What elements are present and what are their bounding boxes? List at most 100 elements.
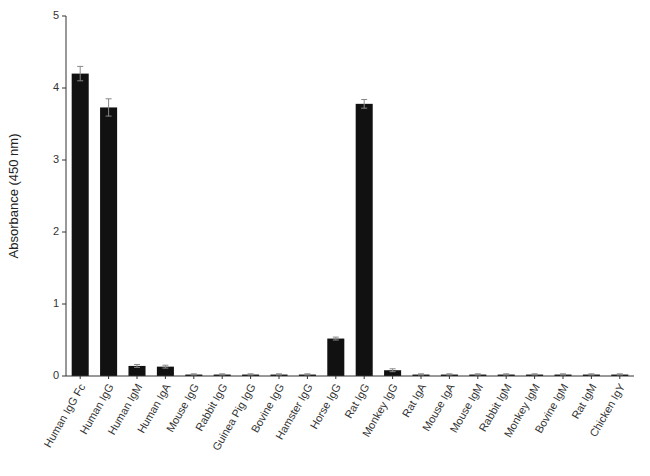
x-tick [364,376,365,379]
error-cap [333,337,339,338]
x-tick-label: Rat IgA [400,381,429,419]
x-tick-label: Monkey IgG [360,381,400,438]
bar [100,107,117,376]
y-tick [62,376,66,377]
error-cap [503,373,509,374]
chart: 012345Human IgG FcHuman IgGHuman IgMHuma… [0,0,650,476]
y-tick-label: 1 [53,297,59,309]
error-bar [475,374,481,375]
x-tick-label: Rat IgM [569,381,599,420]
error-cap [446,373,452,374]
error-cap [77,66,83,67]
x-tick [591,376,592,379]
bar [327,339,344,376]
error-line [80,66,81,80]
x-tick [307,376,308,379]
y-tick [62,16,66,17]
bar [128,366,145,376]
y-tick [62,304,66,305]
error-bar [248,374,254,375]
x-tick [108,376,109,379]
error-bar [503,374,509,375]
error-bar [588,374,594,375]
error-bar [106,99,112,116]
error-cap [77,80,83,81]
error-cap [276,373,282,374]
x-tick [137,376,138,379]
error-cap [106,116,112,117]
y-tick-label: 0 [53,369,59,381]
x-tick [335,376,336,379]
x-axis-line [66,376,634,377]
y-tick-label: 3 [53,153,59,165]
bar [157,367,174,376]
error-cap [134,367,140,368]
error-bar [304,374,310,375]
error-bar [219,374,225,375]
error-cap [588,373,594,374]
y-tick-label: 5 [53,9,59,21]
error-bar [333,337,339,340]
error-cap [532,373,538,374]
x-tick [421,376,422,379]
y-tick-label: 4 [53,81,59,93]
x-tick [392,376,393,379]
error-bar [77,66,83,80]
error-cap [162,368,168,369]
x-tick-label: Rat IgG [342,381,371,420]
x-tick [250,376,251,379]
x-tick [477,376,478,379]
x-tick-label: Chicken IgY [587,381,627,439]
error-cap [361,108,367,109]
x-tick [449,376,450,379]
x-tick [619,376,620,379]
bar [72,74,89,376]
x-tick-label: Human IgG Fc [41,381,87,449]
error-cap [248,373,254,374]
chart-container: 012345Human IgG FcHuman IgGHuman IgMHuma… [0,0,650,476]
error-bar [134,364,140,367]
x-tick [279,376,280,379]
x-tick-label: Horse IgG [308,381,343,430]
error-bar [361,100,367,109]
y-tick-label: 2 [53,225,59,237]
error-cap [560,373,566,374]
error-bar [560,374,566,375]
error-cap [162,365,168,366]
x-tick [506,376,507,379]
error-cap [617,373,623,374]
axes: 012345Human IgG FcHuman IgGHuman IgMHuma… [41,9,634,453]
x-tick [222,376,223,379]
x-tick [80,376,81,379]
bar [356,104,373,376]
error-cap [390,368,396,369]
x-tick [193,376,194,379]
error-bar [418,374,424,375]
error-line [364,100,365,109]
error-bar [276,374,282,375]
error-bar [532,374,538,375]
x-tick [165,376,166,379]
error-cap [219,373,225,374]
error-bar [191,374,197,375]
error-cap [106,98,112,99]
x-tick-label: Bovine IgM [532,381,570,435]
bars [72,66,629,376]
error-line [108,99,109,116]
y-tick [62,88,66,89]
error-bar [162,365,168,368]
error-cap [390,371,396,372]
x-tick-label: Guinea Pig IgG [210,381,258,452]
error-cap [191,373,197,374]
x-tick [563,376,564,379]
error-cap [134,364,140,365]
error-cap [475,373,481,374]
error-cap [418,373,424,374]
error-bar [617,374,623,375]
error-cap [361,99,367,100]
y-axis-line [66,16,67,376]
x-tick [534,376,535,379]
error-bar [390,369,396,372]
y-axis-label: Absorbance (450 nm) [6,133,21,258]
x-tick-label: Hamster IgG [273,381,315,441]
